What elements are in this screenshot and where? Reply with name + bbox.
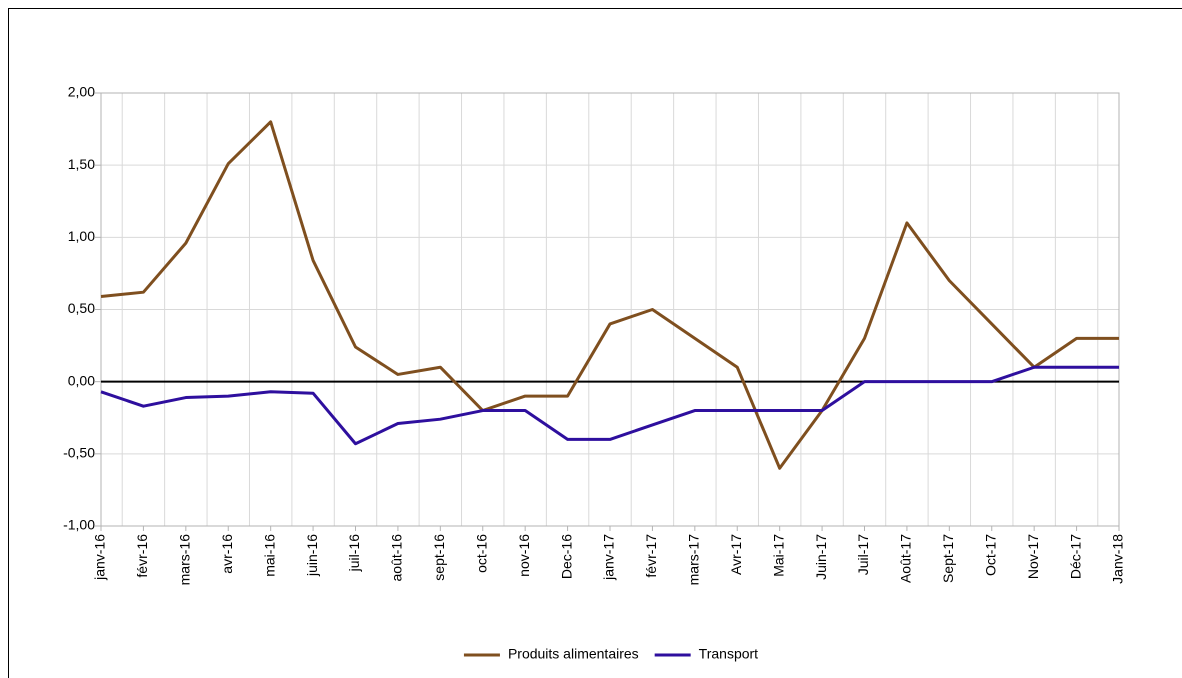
x-tick-label: mars-17 (686, 534, 702, 586)
x-tick-label: janv-17 (601, 534, 617, 581)
x-tick-label: févr-17 (643, 534, 659, 578)
y-tick-label: -1,00 (63, 517, 95, 533)
y-tick-label: 0,00 (68, 372, 95, 388)
y-tick-label: 1,50 (68, 156, 95, 172)
x-tick-label: Juin-17 (813, 534, 829, 580)
x-tick-label: nov-16 (516, 534, 532, 577)
x-tick-label: Mai-17 (770, 534, 786, 577)
x-tick-label: Nov-17 (1025, 534, 1041, 579)
x-tick-label: Août-17 (898, 534, 914, 583)
x-tick-label: mai-16 (261, 534, 277, 577)
legend-label: Transport (699, 646, 759, 662)
x-tick-label: juin-16 (304, 534, 320, 577)
x-tick-label: juil-16 (346, 534, 362, 573)
x-tick-label: oct-16 (473, 534, 489, 573)
x-tick-label: Oct-17 (982, 534, 998, 576)
series-line (100, 365, 1119, 446)
x-tick-label: Janv-18 (1110, 534, 1126, 584)
x-tick-label: févr-16 (134, 534, 150, 578)
x-tick-label: Dec-16 (558, 534, 574, 579)
x-tick-label: Juil-17 (855, 534, 871, 575)
x-tick-label: sept-16 (431, 534, 447, 581)
x-tick-label: Déc-17 (1067, 534, 1083, 579)
legend-label: Produits alimentaires (508, 646, 639, 662)
x-tick-label: avr-16 (219, 534, 235, 574)
series-line (100, 120, 1119, 470)
x-tick-label: Sept-17 (940, 534, 956, 583)
x-tick-label: mars-16 (177, 534, 193, 586)
x-tick-label: janv-16 (92, 534, 108, 581)
x-tick-label: Avr-17 (728, 534, 744, 575)
y-tick-label: -0,50 (63, 445, 95, 461)
x-tick-label: août-16 (389, 534, 405, 582)
chart-frame (8, 8, 1182, 678)
legend: Produits alimentaires Transport (463, 646, 759, 662)
y-tick-label: 0,50 (68, 300, 95, 316)
y-tick-label: 2,00 (68, 84, 95, 100)
y-tick-label: 1,00 (68, 228, 95, 244)
